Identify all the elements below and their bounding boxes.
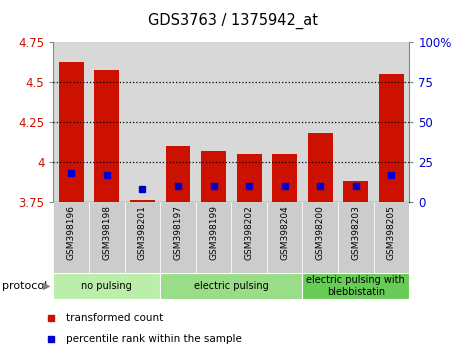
Bar (125, 42, 160, 202)
Bar (272, 154, 297, 202)
FancyBboxPatch shape (267, 202, 303, 273)
Text: GSM398199: GSM398199 (209, 205, 218, 260)
Text: ▶: ▶ (43, 281, 50, 291)
FancyBboxPatch shape (338, 202, 374, 273)
Text: GSM398197: GSM398197 (173, 205, 182, 260)
Bar (302, 42, 338, 202)
Bar (196, 42, 231, 202)
Text: GDS3763 / 1375942_at: GDS3763 / 1375942_at (147, 12, 318, 29)
Text: GSM398204: GSM398204 (280, 205, 289, 260)
FancyBboxPatch shape (374, 202, 409, 273)
Bar (231, 42, 267, 202)
Text: GSM398200: GSM398200 (316, 205, 325, 260)
Bar (160, 42, 196, 202)
FancyBboxPatch shape (232, 202, 267, 273)
Text: transformed count: transformed count (66, 313, 163, 323)
Text: GSM398205: GSM398205 (387, 205, 396, 260)
Text: GSM398196: GSM398196 (67, 205, 76, 260)
Bar (379, 74, 404, 202)
Text: GSM398202: GSM398202 (245, 205, 253, 260)
FancyBboxPatch shape (53, 202, 89, 273)
Text: GSM398203: GSM398203 (352, 205, 360, 260)
Bar (343, 181, 368, 202)
FancyBboxPatch shape (89, 202, 125, 273)
FancyBboxPatch shape (160, 202, 196, 273)
Bar (94, 69, 120, 202)
Text: GSM398201: GSM398201 (138, 205, 147, 260)
FancyBboxPatch shape (125, 202, 160, 273)
Bar (166, 146, 191, 202)
Bar (373, 42, 409, 202)
FancyBboxPatch shape (53, 273, 160, 299)
FancyBboxPatch shape (303, 273, 409, 299)
Bar (267, 42, 302, 202)
Text: electric pulsing: electric pulsing (194, 281, 269, 291)
FancyBboxPatch shape (303, 202, 338, 273)
FancyBboxPatch shape (196, 202, 232, 273)
Bar (201, 151, 226, 202)
Text: electric pulsing with
blebbistatin: electric pulsing with blebbistatin (306, 275, 405, 297)
Text: no pulsing: no pulsing (81, 281, 132, 291)
Bar (130, 200, 155, 202)
Bar (89, 42, 125, 202)
Text: GSM398198: GSM398198 (102, 205, 111, 260)
Bar (308, 133, 333, 202)
Bar (338, 42, 373, 202)
Text: protocol: protocol (2, 281, 47, 291)
Bar (53, 42, 89, 202)
Text: percentile rank within the sample: percentile rank within the sample (66, 334, 242, 344)
Bar (237, 154, 262, 202)
Bar (59, 62, 84, 202)
FancyBboxPatch shape (160, 273, 303, 299)
